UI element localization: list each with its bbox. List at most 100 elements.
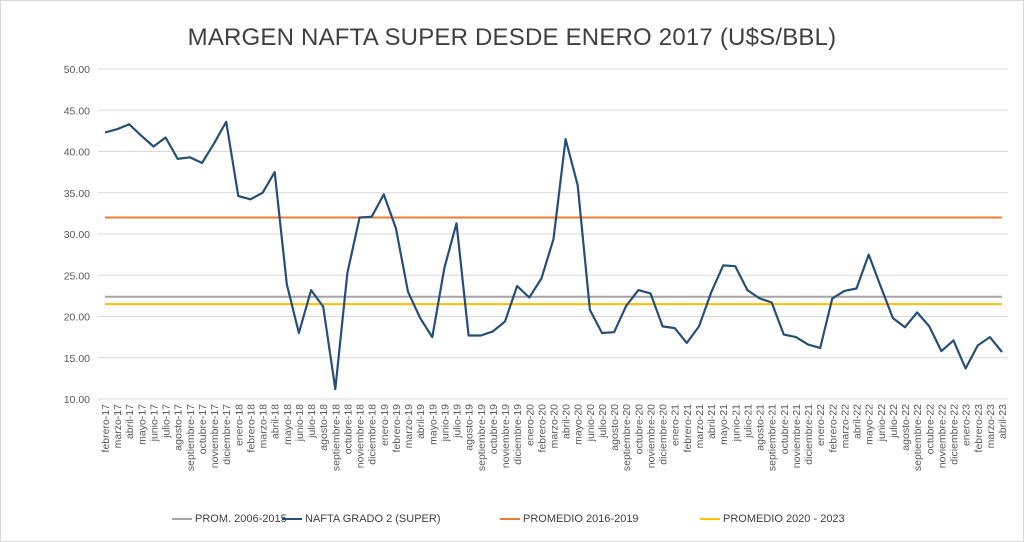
x-tick-label: junio-18	[294, 404, 306, 443]
legend-label: PROM. 2006-2015	[195, 513, 287, 525]
x-tick-label: febrero-23	[973, 404, 985, 453]
x-tick-label: febrero-18	[245, 404, 257, 453]
x-tick-label: julio-21	[742, 404, 754, 439]
y-tick-label: 15.00	[64, 353, 90, 365]
x-tick-label: marzo-17	[112, 404, 124, 449]
x-tick-label: noviembre-18	[355, 404, 367, 468]
x-tick-label: septiembre-18	[330, 404, 342, 471]
x-tick-label: marzo-20	[549, 404, 561, 449]
x-tick-label: febrero-21	[682, 404, 694, 453]
x-tick-label: mayo-18	[282, 404, 294, 445]
x-tick-label: octubre-18	[342, 404, 354, 454]
legend-label: PROMEDIO 2020 - 2023	[723, 513, 845, 525]
x-tick-label: agosto-17	[173, 404, 185, 451]
x-tick-label: octubre-22	[924, 404, 936, 454]
x-tick-label: junio-17	[148, 404, 160, 443]
legend-swatch	[700, 518, 720, 520]
x-tick-label: febrero-22	[827, 404, 839, 453]
x-tick-label: julio-22	[888, 404, 900, 439]
x-tick-label: marzo-18	[258, 404, 270, 449]
x-tick-label: julio-19	[452, 404, 464, 439]
y-tick-label: 10.00	[64, 394, 90, 406]
x-tick-label: marzo-22	[839, 404, 851, 449]
x-tick-label: diciembre-21	[803, 404, 815, 465]
x-tick-label: mayo-20	[573, 404, 585, 445]
x-tick-label: septiembre-19	[476, 404, 488, 471]
x-tick-label: junio-21	[730, 404, 742, 443]
x-tick-label: junio-19	[439, 404, 451, 443]
x-tick-label: marzo-19	[403, 404, 415, 449]
x-tick-label: mayo-17	[136, 404, 148, 445]
x-tick-label: abril-20	[561, 404, 573, 439]
x-tick-label: noviembre-22	[936, 404, 948, 468]
y-tick-label: 20.00	[64, 312, 90, 324]
x-tick-label: abril-22	[852, 404, 864, 439]
series-line-nafta-grado-2-super-	[104, 120, 1003, 391]
x-tick-label: enero-19	[379, 404, 391, 446]
y-tick-label: 40.00	[64, 147, 90, 159]
x-tick-label: enero-23	[961, 404, 973, 446]
x-tick-label: junio-22	[876, 404, 888, 443]
x-tick-label: octubre-21	[779, 404, 791, 454]
legend-swatch	[282, 518, 302, 520]
x-tick-label: febrero-19	[391, 404, 403, 453]
x-tick-label: abril-21	[706, 404, 718, 439]
y-tick-label: 45.00	[64, 105, 90, 117]
x-tick-label: agosto-20	[609, 404, 621, 451]
y-tick-label: 30.00	[64, 229, 90, 241]
x-tick-label: mayo-19	[427, 404, 439, 445]
x-tick-label: enero-22	[815, 404, 827, 446]
y-tick-label: 35.00	[64, 188, 90, 200]
x-tick-label: diciembre-17	[221, 404, 233, 465]
x-tick-label: septiembre-20	[621, 404, 633, 471]
x-tick-label: noviembre-19	[500, 404, 512, 468]
x-tick-label: julio-20	[597, 404, 609, 439]
y-tick-label: 50.00	[64, 64, 90, 76]
x-tick-label: septiembre-21	[767, 404, 779, 471]
x-tick-label: marzo-21	[694, 404, 706, 449]
x-tick-label: noviembre-21	[791, 404, 803, 468]
legend-label: NAFTA GRADO 2 (SUPER)	[305, 513, 441, 525]
x-tick-label: noviembre-17	[209, 404, 221, 468]
x-tick-label: julio-18	[306, 404, 318, 439]
x-tick-label: diciembre-19	[512, 404, 524, 465]
x-tick-label: mayo-21	[718, 404, 730, 445]
x-tick-label: agosto-18	[318, 404, 330, 451]
x-tick-label: octubre-20	[633, 404, 645, 454]
x-tick-label: diciembre-20	[658, 404, 670, 465]
legend-item-promedio-2020-2023: PROMEDIO 2020 - 2023	[700, 513, 845, 525]
x-tick-label: diciembre-18	[367, 404, 379, 465]
x-tick-label: febrero-20	[536, 404, 548, 453]
x-tick-label: agosto-22	[900, 404, 912, 451]
x-tick-label: febrero-17	[100, 404, 112, 453]
x-tick-label: marzo-23	[985, 404, 997, 449]
legend-swatch	[500, 518, 520, 520]
x-tick-label: enero-20	[524, 404, 536, 446]
chart-title: MARGEN NAFTA SUPER DESDE ENERO 2017 (U$S…	[187, 24, 837, 51]
x-tick-label: agosto-21	[755, 404, 767, 451]
x-tick-label: junio-20	[585, 404, 597, 443]
legend-swatch	[172, 518, 192, 520]
legend-item-promedio-2016-2019: PROMEDIO 2016-2019	[500, 513, 639, 525]
x-tick-label: abril-23	[997, 404, 1009, 439]
x-tick-label: enero-18	[233, 404, 245, 446]
legend-item-prom-2006-2015: PROM. 2006-2015	[172, 513, 287, 525]
x-tick-label: agosto-19	[464, 404, 476, 451]
x-tick-label: abril-17	[124, 404, 136, 439]
x-tick-label: noviembre-20	[645, 404, 657, 468]
legend: PROM. 2006-2015 NAFTA GRADO 2 (SUPER) PR…	[0, 513, 1024, 529]
x-tick-label: enero-21	[670, 404, 682, 446]
x-tick-label: mayo-22	[864, 404, 876, 445]
x-tick-label: abril-18	[270, 404, 282, 439]
x-tick-label: septiembre-17	[185, 404, 197, 471]
x-tick-label: abril-19	[415, 404, 427, 439]
legend-item-nafta-grado-2: NAFTA GRADO 2 (SUPER)	[282, 513, 440, 525]
x-tick-label: julio-17	[161, 404, 173, 439]
x-tick-label: septiembre-22	[912, 404, 924, 471]
x-tick-label: octubre-17	[197, 404, 209, 454]
x-tick-label: octubre-19	[488, 404, 500, 454]
y-tick-label: 25.00	[64, 270, 90, 282]
legend-label: PROMEDIO 2016-2019	[523, 513, 639, 525]
x-tick-label: diciembre-22	[949, 404, 961, 465]
